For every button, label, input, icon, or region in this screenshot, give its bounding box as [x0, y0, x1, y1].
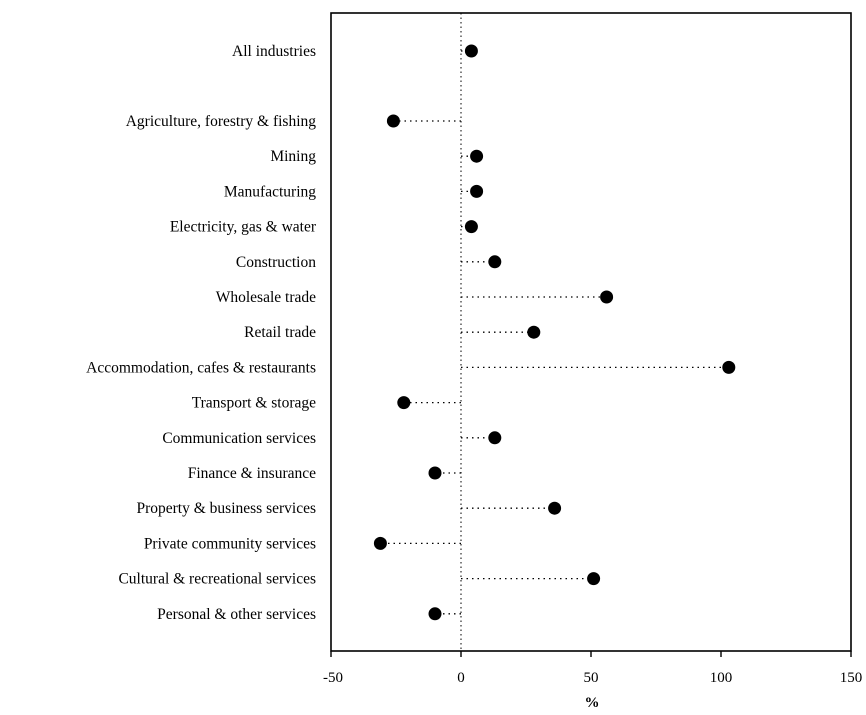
data-point: [428, 466, 442, 480]
x-tick-label: 0: [457, 670, 465, 686]
x-tick-label: -50: [323, 670, 343, 686]
data-point: [470, 184, 484, 198]
plot-frame: [330, 12, 852, 652]
category-label: Mining: [270, 148, 316, 165]
x-axis-title: %: [585, 695, 600, 711]
data-point: [722, 360, 736, 374]
category-label: Electricity, gas & water: [170, 219, 317, 236]
data-point: [428, 607, 442, 621]
category-label: Communication services: [162, 430, 316, 447]
data-point: [488, 255, 502, 269]
data-point: [386, 114, 400, 128]
data-point: [488, 431, 502, 445]
category-label: Transport & storage: [192, 395, 316, 412]
category-label: Retail trade: [244, 324, 316, 341]
category-label: Accommodation, cafes & restaurants: [86, 359, 316, 376]
category-label: Cultural & recreational services: [118, 571, 316, 588]
category-label: Property & business services: [136, 500, 316, 517]
plot-area: [330, 12, 852, 652]
data-point: [600, 290, 614, 304]
category-label: Wholesale trade: [216, 289, 316, 306]
category-labels: All industries Agriculture, forestry & fi…: [86, 43, 317, 623]
x-tick-label: 150: [840, 670, 863, 686]
category-label: Agriculture, forestry & fishing: [126, 113, 317, 130]
category-label: Finance & insurance: [188, 465, 316, 482]
category-label: Personal & other services: [157, 606, 316, 623]
data-point: [464, 220, 478, 234]
data-point: [464, 44, 478, 58]
x-axis-ticks: -50 0 50 100 150: [323, 651, 862, 686]
category-label: Private community services: [144, 535, 316, 552]
data-point: [373, 536, 387, 550]
data-point: [587, 572, 601, 586]
data-point: [548, 501, 562, 515]
data-point: [470, 149, 484, 163]
x-tick-label: 100: [710, 670, 733, 686]
category-label: Manufacturing: [224, 183, 316, 200]
x-tick-label: 50: [584, 670, 599, 686]
category-label: Construction: [236, 254, 316, 271]
data-point: [527, 325, 541, 339]
data-point: [397, 396, 411, 410]
category-label: All industries: [232, 43, 316, 60]
